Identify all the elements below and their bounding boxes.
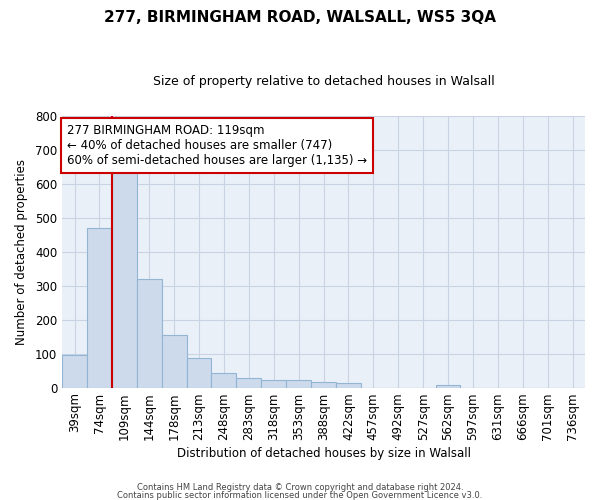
Bar bbox=[311, 382, 336, 388]
Bar bbox=[236, 378, 261, 388]
Bar bbox=[286, 380, 311, 388]
Bar bbox=[62, 356, 87, 388]
Bar bbox=[336, 383, 361, 388]
Y-axis label: Number of detached properties: Number of detached properties bbox=[15, 158, 28, 344]
X-axis label: Distribution of detached houses by size in Walsall: Distribution of detached houses by size … bbox=[176, 447, 470, 460]
Text: 277 BIRMINGHAM ROAD: 119sqm
← 40% of detached houses are smaller (747)
60% of se: 277 BIRMINGHAM ROAD: 119sqm ← 40% of det… bbox=[67, 124, 367, 166]
Bar bbox=[261, 380, 286, 388]
Bar bbox=[161, 335, 187, 388]
Text: Contains public sector information licensed under the Open Government Licence v3: Contains public sector information licen… bbox=[118, 490, 482, 500]
Bar bbox=[187, 358, 211, 388]
Text: 277, BIRMINGHAM ROAD, WALSALL, WS5 3QA: 277, BIRMINGHAM ROAD, WALSALL, WS5 3QA bbox=[104, 10, 496, 25]
Bar bbox=[211, 373, 236, 388]
Title: Size of property relative to detached houses in Walsall: Size of property relative to detached ho… bbox=[152, 75, 494, 88]
Bar bbox=[137, 279, 161, 388]
Bar bbox=[436, 385, 460, 388]
Bar bbox=[112, 168, 137, 388]
Bar bbox=[87, 228, 112, 388]
Text: Contains HM Land Registry data © Crown copyright and database right 2024.: Contains HM Land Registry data © Crown c… bbox=[137, 484, 463, 492]
